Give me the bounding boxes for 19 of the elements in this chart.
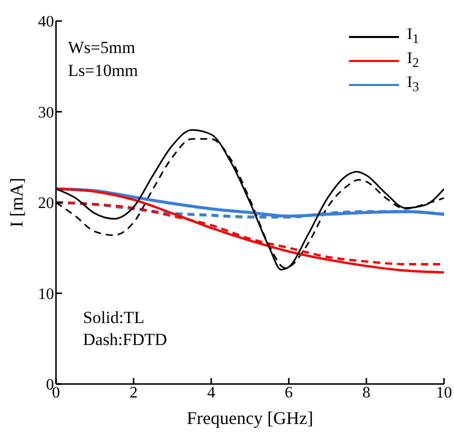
x-tick-label: 4	[207, 384, 216, 402]
x-tick-label: 10	[436, 384, 452, 402]
y-tick-label: 40	[38, 14, 54, 31]
y-tick-label: 10	[38, 286, 54, 303]
line-series	[56, 188, 444, 274]
y-tick-label: 30	[38, 104, 54, 122]
x-tick-label: 2	[130, 384, 138, 402]
x-tick-label: 8	[362, 384, 370, 402]
annotation: Solid:TL	[83, 308, 144, 328]
annotation: Dash:FDTD	[83, 330, 168, 350]
y-tick-label: 20	[38, 195, 54, 212]
y-axis-title: I [mA]	[6, 178, 26, 228]
x-axis-title: Frequency [GHz]	[186, 407, 314, 430]
legend-label: I$_{1}$	[407, 25, 419, 48]
annotation: Ws=5mm	[68, 38, 136, 58]
x-tick-label: 6	[284, 384, 293, 402]
legend-label: I$_{3}$	[407, 73, 419, 97]
legend-label: I$_{2}$	[407, 49, 419, 72]
annotation: Ls=10mm	[68, 61, 138, 81]
